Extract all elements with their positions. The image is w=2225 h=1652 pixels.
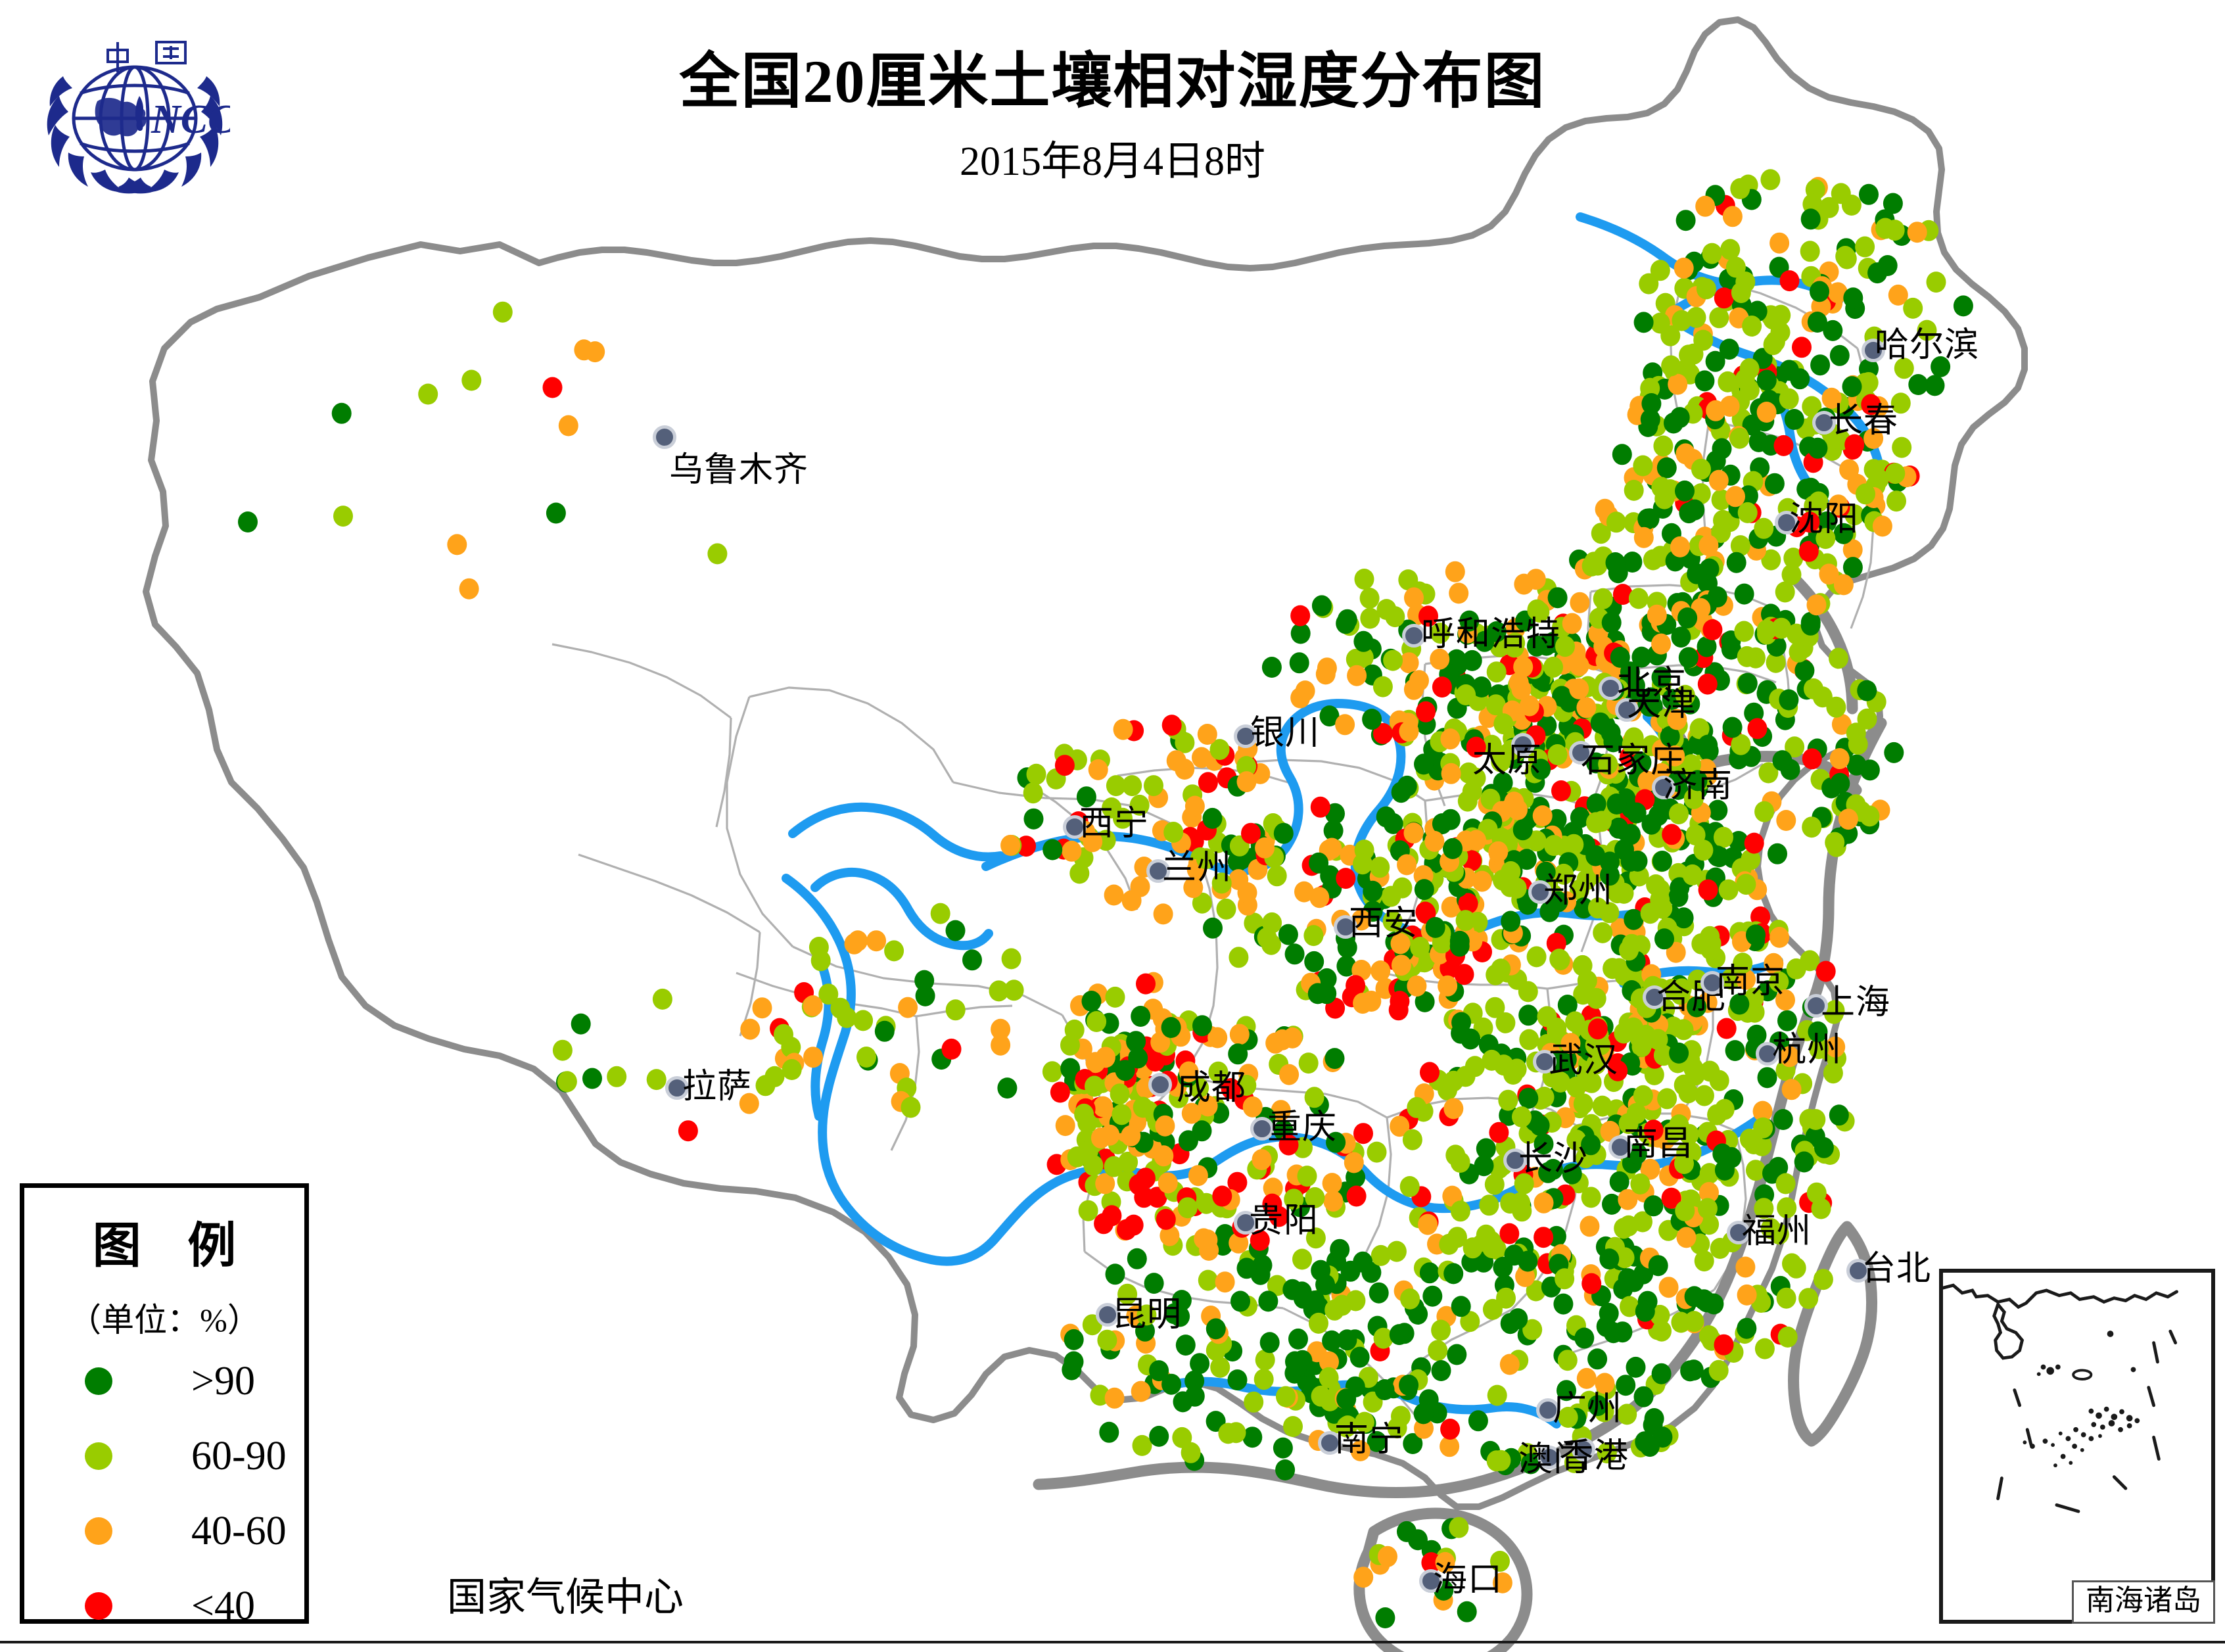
- city-marker-icon: [1652, 776, 1675, 799]
- city-marker-icon: [1250, 1117, 1274, 1141]
- city-marker-icon: [1148, 1073, 1172, 1097]
- city-label: 长沙: [1518, 1141, 1589, 1178]
- city-marker-icon: [1537, 1446, 1561, 1469]
- city-label: 福州: [1742, 1213, 1812, 1250]
- city-marker-icon: [1812, 411, 1836, 435]
- city-marker-icon: [1862, 339, 1885, 362]
- page-subtitle: 2015年8月4日8时: [959, 139, 1265, 184]
- city-marker-icon: [1572, 1438, 1595, 1461]
- city-marker-icon: [1528, 880, 1552, 904]
- city-label: 西安: [1349, 905, 1419, 943]
- city-marker-icon: [1643, 985, 1666, 1009]
- city-label: 杭州: [1772, 1031, 1842, 1069]
- city-marker-icon: [665, 1076, 689, 1100]
- legend-swatch-icon: [85, 1517, 112, 1545]
- city-marker-icon: [1096, 1303, 1119, 1327]
- city-label: 上海: [1821, 984, 1891, 1022]
- city-label: 太原: [1472, 742, 1543, 780]
- city-marker-icon: [653, 425, 676, 449]
- city-marker-icon: [1700, 971, 1724, 995]
- city-marker-icon: [1402, 624, 1426, 648]
- legend-swatch-icon: [85, 1367, 112, 1395]
- city-label: 哈尔滨: [1875, 327, 1980, 364]
- legend-title: 图 例: [92, 1219, 254, 1273]
- city-marker-icon: [1334, 915, 1357, 939]
- station-points-layer: [238, 169, 1973, 1628]
- city-label: 天津: [1627, 686, 1697, 723]
- city-marker-icon: [1419, 1569, 1443, 1593]
- city-label: 兰州: [1162, 849, 1232, 887]
- legend-item-label: >90: [191, 1359, 255, 1404]
- city-label: 海口: [1433, 1561, 1503, 1599]
- city-marker-icon: [1536, 1398, 1560, 1422]
- city-label: 石家庄: [1581, 742, 1686, 780]
- legend-item-label: 60-90: [191, 1434, 287, 1478]
- city-label: 南昌: [1624, 1125, 1694, 1163]
- city-label: 呼和浩特: [1421, 616, 1561, 653]
- legend-item-3: <40: [24, 1571, 304, 1641]
- legend-swatch-icon: [85, 1592, 112, 1620]
- legend-item-label: 40-60: [191, 1509, 287, 1553]
- credit-text: 国家气候中心: [447, 1576, 684, 1619]
- legend-rows: >90 60-90 40-60 <40: [24, 1346, 304, 1641]
- city-label: 香港: [1559, 1438, 1629, 1475]
- city-label: 重庆: [1267, 1109, 1338, 1146]
- city-marker-icon: [1615, 698, 1639, 722]
- city-label: 贵阳: [1249, 1202, 1319, 1240]
- city-label: 成都: [1177, 1070, 1247, 1107]
- city-marker-icon: [1511, 733, 1535, 757]
- city-marker-icon: [1533, 1050, 1557, 1074]
- city-marker-icon: [1569, 741, 1593, 765]
- city-label: 南宁: [1334, 1421, 1405, 1459]
- city-label: 乌鲁木齐: [669, 452, 809, 489]
- city-marker-icon: [1804, 994, 1828, 1018]
- city-label: 沈阳: [1789, 501, 1860, 538]
- city-marker-icon: [1234, 1211, 1257, 1235]
- city-label: 西宁: [1079, 805, 1150, 843]
- city-marker-icon: [1608, 1135, 1632, 1159]
- city-marker-icon: [1146, 859, 1170, 883]
- city-label: 台北: [1862, 1250, 1932, 1288]
- city-label: 武汉: [1549, 1042, 1619, 1079]
- city-marker-icon: [1503, 1148, 1527, 1172]
- city-marker-icon: [1234, 724, 1257, 748]
- legend-item-2: 40-60: [24, 1496, 304, 1566]
- city-label: 北京: [1617, 665, 1687, 703]
- legend-item-1: 60-90: [24, 1421, 304, 1491]
- svg-text:NCC: NCC: [151, 97, 230, 142]
- city-marker-icon: [1063, 815, 1087, 839]
- legend-box: 图 例 （单位：%） >90 60-90 40-60 <40: [20, 1183, 309, 1626]
- page-title: 全国20厘米土壤相对湿度分布图: [679, 48, 1546, 115]
- city-label: 拉萨: [682, 1068, 753, 1106]
- china-ncc-logo: NCC: [39, 33, 230, 197]
- inset-canvas: [1943, 1283, 2178, 1513]
- legend-swatch-icon: [85, 1442, 112, 1470]
- city-label: 广州: [1553, 1390, 1623, 1428]
- city-marker-icon: [1599, 676, 1622, 700]
- inset-label: 南海诸岛: [2072, 1580, 2215, 1624]
- footer-rule: [0, 1641, 2225, 1643]
- city-label: 银川: [1250, 715, 1321, 752]
- legend-unit: （单位：%）: [68, 1302, 260, 1338]
- city-label: 济南: [1663, 767, 1733, 805]
- city-marker-icon: [1756, 1042, 1779, 1066]
- city-label: 昆明: [1112, 1296, 1183, 1334]
- south-china-sea-inset: 南海诸岛: [1939, 1269, 2215, 1624]
- city-label: 郑州: [1543, 872, 1614, 910]
- city-label: 长春: [1829, 402, 1899, 440]
- legend-item-0: >90: [24, 1346, 304, 1416]
- city-marker-icon: [1318, 1431, 1342, 1455]
- city-marker-icon: [1846, 1259, 1870, 1283]
- city-marker-icon: [1775, 511, 1798, 534]
- city-label: 南京: [1716, 963, 1786, 1001]
- legend-item-label: <40: [191, 1584, 255, 1628]
- city-marker-icon: [1727, 1221, 1750, 1244]
